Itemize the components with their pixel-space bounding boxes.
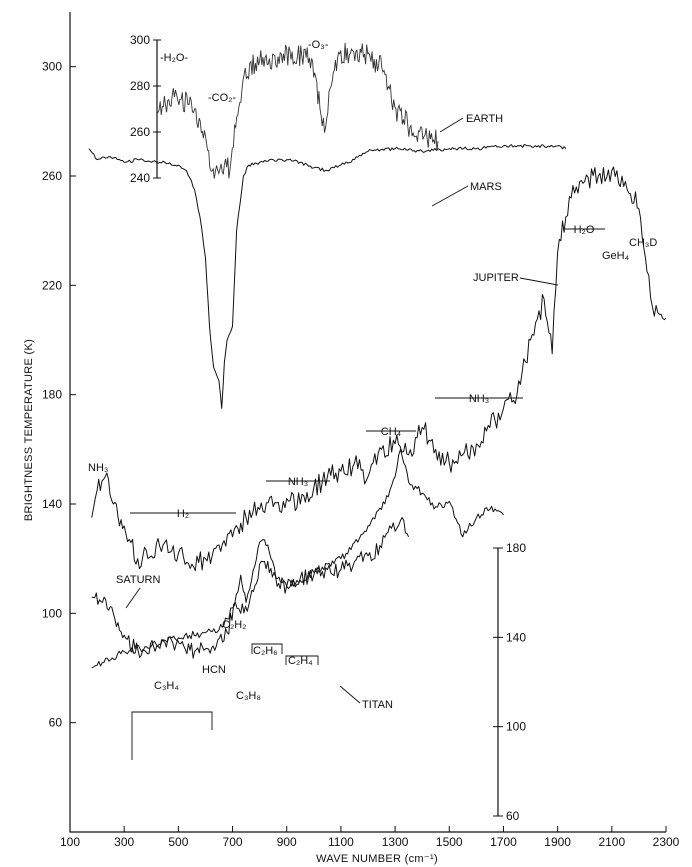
annotation-label: TITAN xyxy=(362,699,393,711)
annotation-label: C₃H₈ xyxy=(236,690,261,702)
right-y-tick-label: 140 xyxy=(506,630,526,644)
y-tick-label: 220 xyxy=(42,278,62,292)
annotations: MARS JUPITER SATURN TITAN NH₃ H₂ NH₃ CH₄ NH₃ H₂O C… xyxy=(88,39,657,760)
x-tick-label: 1700 xyxy=(490,835,517,849)
c2h4-bracket xyxy=(285,655,319,665)
x-tick-label: 100 xyxy=(60,835,80,849)
annotation-leader xyxy=(339,685,361,704)
series-jupiter xyxy=(91,166,667,572)
series-mars xyxy=(88,144,567,409)
x-tick-label: 700 xyxy=(223,835,243,849)
annotation-label: CH₃D xyxy=(629,237,657,249)
c2h6-bracket xyxy=(251,643,283,654)
annotation-label: NH₃ xyxy=(469,393,489,405)
y-axis-title: BRIGHTNESS TEMPERATURE (K) xyxy=(23,339,35,521)
x-tick-label: 1500 xyxy=(436,835,463,849)
y-tick-label: 100 xyxy=(42,606,62,620)
annotation-label: GeH₄ xyxy=(602,250,630,262)
annotation-label: NH₃ xyxy=(88,462,108,474)
annotation-label: SATURN xyxy=(116,574,160,586)
annotation-label: MARS xyxy=(470,181,502,193)
annotation-label: HCN xyxy=(202,664,226,676)
inset-annotation-leader xyxy=(439,117,464,133)
inset-annotation-label: -H₂O- xyxy=(160,52,188,64)
y-tick-label: 60 xyxy=(49,716,63,730)
annotation-leader xyxy=(519,277,559,286)
titan-right-axis: 60 100 140 180 xyxy=(493,541,526,823)
annotation-label: JUPITER xyxy=(473,272,519,284)
y-tick-label: 300 xyxy=(42,60,62,74)
annotation-label: H₂O xyxy=(574,224,595,236)
x-tick-label: 2300 xyxy=(653,835,680,849)
annotation-leader xyxy=(431,185,469,207)
right-y-tick-label: 100 xyxy=(506,720,526,734)
annotation-label: H₂ xyxy=(177,508,189,520)
x-tick-label: 1900 xyxy=(544,835,571,849)
series-earth xyxy=(156,42,439,179)
annotation-label: C₂H₄ xyxy=(288,655,313,667)
inset-y-tick-label: 300 xyxy=(130,33,150,47)
x-axis-title: WAVE NUMBER (cm⁻¹) xyxy=(316,853,438,865)
c3h4-bracket xyxy=(131,711,213,760)
spectra-series xyxy=(88,42,667,669)
x-tick-label: 1100 xyxy=(328,835,354,849)
right-y-tick-label: 180 xyxy=(506,541,526,555)
inset-annotation-label: -CO₂- xyxy=(208,92,236,104)
inset-y-tick-label: 260 xyxy=(130,125,150,139)
y-tick-label: 260 xyxy=(42,169,62,183)
annotation-label: C₃H₄ xyxy=(154,680,179,692)
x-tick-label: 1300 xyxy=(382,835,409,849)
earth-inset-axes: 240 260 280 300 xyxy=(130,33,161,185)
annotation-leader xyxy=(125,587,141,609)
annotation-label: C₂H₆ xyxy=(253,645,278,657)
series-titan xyxy=(91,448,504,669)
x-tick-label: 300 xyxy=(114,835,134,849)
main-axes: 100 300 500 700 900 1100 1300 1500 1700 1900 2100 2… xyxy=(42,12,680,849)
x-tick-label: 2100 xyxy=(598,835,625,849)
y-tick-label: 180 xyxy=(42,388,62,402)
annotation-label: NH₃ xyxy=(288,476,308,488)
inset-y-tick-label: 240 xyxy=(130,171,150,185)
annotation-label: C₂H₂ xyxy=(222,619,246,631)
inset-y-tick-label: 280 xyxy=(130,79,150,93)
annotation-label: CH₄ xyxy=(381,426,402,438)
y-tick-label: 140 xyxy=(42,497,62,511)
right-y-tick-label: 60 xyxy=(506,809,520,823)
x-tick-label: 900 xyxy=(277,835,297,849)
inset-annotation-label: EARTH xyxy=(466,113,503,125)
inset-annotation-label: -O₃- xyxy=(308,39,329,51)
x-tick-label: 500 xyxy=(168,835,188,849)
